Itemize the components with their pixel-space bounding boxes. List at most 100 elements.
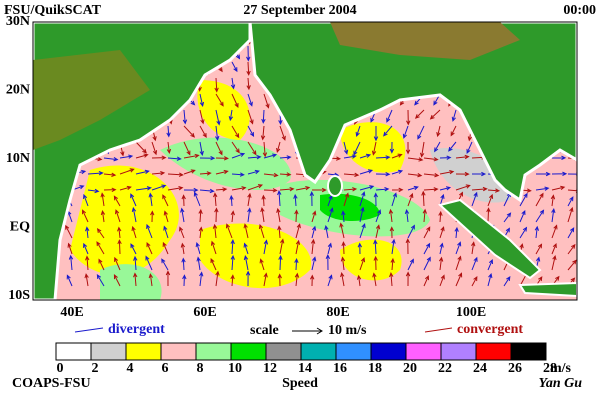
wind-vector [114,256,121,271]
wind-vector [311,187,327,193]
wind-vector [230,210,236,223]
lat-label: 10N [6,151,30,166]
wind-vector [295,223,301,239]
wind-vector [146,223,153,239]
wind-vector [407,258,414,271]
wind-vector [279,186,295,192]
wind-vector [183,125,196,138]
wind-vector [96,241,105,255]
wind-vector [167,156,182,161]
wind-vector [359,169,374,175]
wind-vector [231,172,245,177]
wind-vector [247,184,264,191]
divergent-arrow [74,327,104,333]
wind-vector [389,272,394,287]
wind-vector [258,223,265,239]
wind-vector [215,93,224,107]
wind-vector [243,223,249,239]
wind-vector [231,152,246,159]
wind-vector [179,226,185,239]
colorbar-label: 12 [263,361,277,376]
wind-vector [247,125,255,138]
wind-vector [471,276,478,287]
wind-vector [341,241,346,255]
wind-vector [373,192,378,207]
colorbar-label: 22 [438,361,452,376]
wind-vector [210,240,217,255]
colorbar: 0 2 4 6 8 10 12 14 16 18 20 22 24 26 28 [55,342,557,376]
wind-vector [98,258,105,271]
wind-vector [404,208,410,223]
wind-vector [87,188,100,194]
wind-vector [231,93,239,109]
colorbar-label: 6 [162,361,169,376]
wind-vector [373,255,378,271]
wind-vector [199,141,204,156]
wind-vector [389,141,395,154]
wind-vector [455,184,471,191]
wind-vector [210,257,217,271]
wind-vector [263,153,278,159]
wind-vector [130,243,137,255]
wind-vector [85,255,90,271]
speed-region [160,137,291,190]
speed-region [70,165,179,275]
wind-vector [343,154,357,159]
wind-vector [423,172,440,178]
wind-vector [372,272,377,287]
lat-label: EQ [10,220,30,235]
wind-vector [276,207,281,223]
wind-vector [247,192,252,207]
wind-vector [359,223,366,239]
wind-vector [359,185,375,191]
land-relief [33,50,150,150]
wind-vector [295,185,311,191]
wind-vector [119,168,135,175]
wind-vector [419,141,425,158]
map [33,22,577,300]
wind-vector [215,156,229,161]
wind-vector [373,239,378,255]
wind-vector [439,274,445,287]
wind-vector [311,256,317,271]
colorbar-swatch [230,342,267,361]
wind-vector [215,125,220,142]
wind-vector [439,155,452,160]
speed-region [340,239,402,281]
wind-vector [294,209,299,223]
wind-vector [407,185,419,191]
land-sumatra [437,198,542,280]
colorbar-label: 18 [368,361,382,376]
wind-vector [84,273,89,287]
wind-vector [455,241,462,255]
wind-vector [83,242,89,255]
wind-vector [466,141,473,154]
map-frame [32,21,578,301]
footer-right: Yan Gu [539,376,583,391]
colorbar-label: 2 [92,361,99,376]
colorbar-label: 0 [57,361,64,376]
wind-vector [85,226,90,239]
colorbar-label: 28 [543,361,557,376]
wind-vector [82,209,89,223]
lon-label: 100E [456,305,486,320]
wind-vector [133,255,138,271]
wind-vector [421,190,426,207]
wind-vector [165,270,171,287]
header-center: 27 September 2004 [243,3,356,18]
wind-vector [436,125,441,138]
wind-vector [196,256,201,271]
wind-vector [246,61,251,76]
lat-labels: 30N 20N 10N EQ 10S [6,14,30,303]
wind-vector [455,255,462,271]
wind-vector [117,226,122,239]
wind-vector [293,193,298,207]
colorbar-swatch [440,342,477,361]
colorbar-label: 14 [298,361,312,376]
wind-vector [135,186,152,191]
wind-vector [407,224,415,239]
wind-vector [150,210,155,223]
wind-vector [551,208,556,223]
wind-vector [198,208,203,223]
wind-vector [115,209,121,223]
